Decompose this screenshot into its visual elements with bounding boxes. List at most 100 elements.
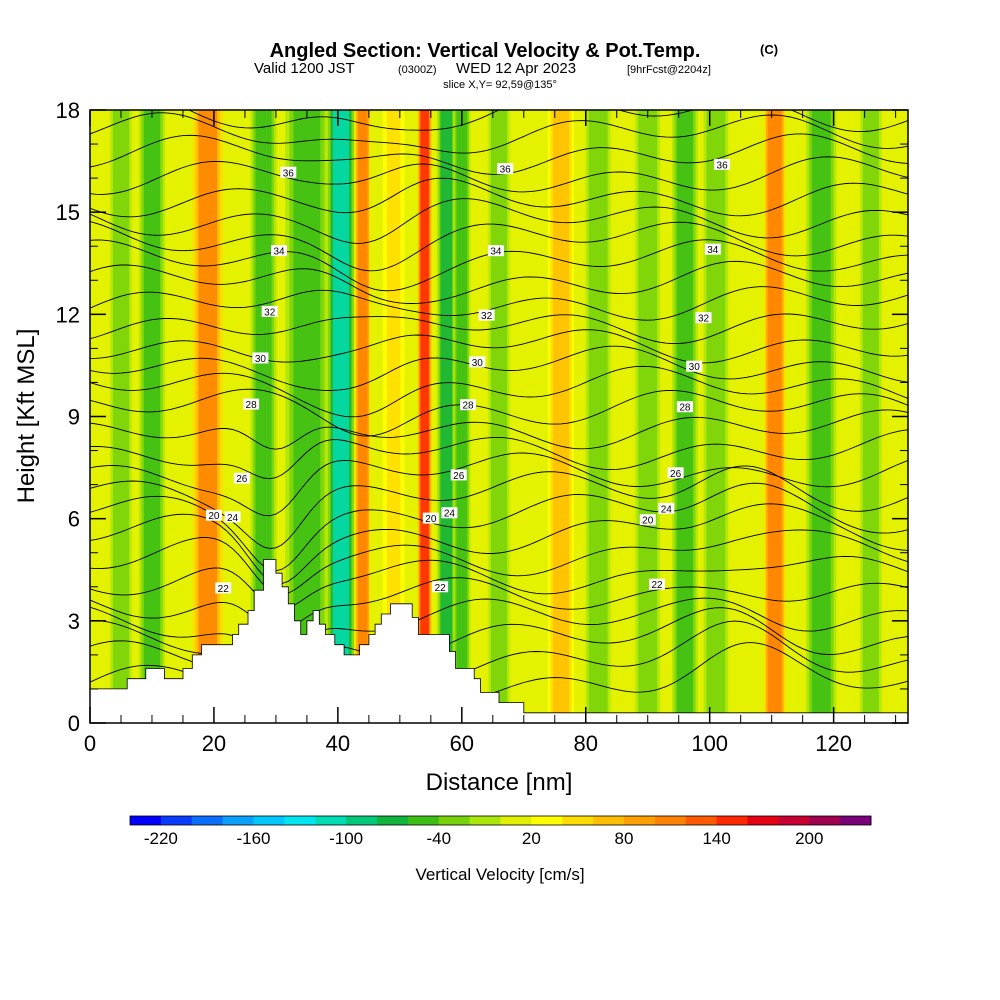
isentrope-label-bg-32-0 [261,305,278,317]
isentrope-line-24 [90,156,908,195]
isentrope-label-34-0: 34 [273,247,285,258]
colorbar-label: Vertical Velocity [cm/s] [415,865,584,884]
isentrope-line-3 [90,597,908,657]
isentrope-label-28-1: 28 [462,401,474,412]
isentrope-label-30-1: 30 [472,358,484,369]
isentrope-line-14 [90,365,908,418]
isentrope-line-16 [90,329,908,364]
isentrope-label-bg-24-0 [224,511,241,523]
velocity-column-7-band-2 [386,110,401,723]
colorbar-frame [129,815,872,826]
isentrope-label-24-1: 24 [444,509,456,520]
colorbar-swatch-21 [778,816,810,825]
velocity-column-16-band-2 [706,110,726,723]
x-tick-label-20: 20 [202,731,226,756]
isentrope-label-36-2: 36 [717,160,729,171]
chart-subtitle-fcst: [9hrFcst@2204z] [627,64,711,76]
isentrope-line-7 [90,503,908,585]
colorbar-swatch-8 [377,816,409,825]
colorbar-swatch-6 [315,816,347,825]
isentrope-label-26-2: 26 [670,469,682,480]
contour-labels: 20 20 20 22 22 22 24 24 24 26 26 26 28 28 28 30 30 30 32 32… [205,158,731,595]
isentrope-line-8 [90,482,908,572]
colorbar-swatch-14 [562,816,594,825]
colorbar-tick--220: -220 [144,829,178,848]
colorbar-swatch-20 [747,816,779,825]
colorbar-swatch-12 [500,816,532,825]
x-tick-label-120: 120 [815,731,852,756]
isentrope-line-4 [90,577,908,632]
isentrope-label-bg-26-2 [667,467,684,479]
x-tick-label-80: 80 [574,731,598,756]
x-tick-label-0: 0 [84,731,96,756]
isentrope-label-bg-36-0 [280,166,297,178]
x-axis: 0 20 40 60 80 100 120 [84,110,897,756]
y-tick-label-0: 0 [68,711,80,736]
isentrope-label-22-2: 22 [651,580,663,591]
isentrope-label-30-0: 30 [255,354,267,365]
colorbar-tick-140: 140 [702,829,730,848]
isentrope-label-22-1: 22 [435,583,447,594]
isentrope-line-6 [90,529,908,595]
isentrope-label-26-1: 26 [453,471,465,482]
isentrope-contours [90,110,908,723]
velocity-column-15-band-2 [676,110,693,723]
isentrope-label-bg-24-2 [658,502,675,514]
colorbar-swatch-17 [654,816,687,825]
colorbar-swatch-11 [469,816,501,825]
isentrope-label-bg-28-2 [676,401,693,413]
y-tick-label-9: 9 [68,405,80,430]
isentrope-label-bg-32-1 [478,309,495,321]
colorbar-tick-200: 200 [795,829,823,848]
isentrope-label-bg-22-1 [432,581,449,593]
colorbar-swatch-13 [531,816,563,825]
isentrope-line-23 [90,177,908,218]
isentrope-label-bg-28-0 [243,398,260,410]
isentrope-label-bg-20-2 [639,514,656,526]
y-axis-label: Height [Kft MSL] [13,329,40,504]
isentrope-label-bg-30-1 [469,356,486,368]
colorbar-swatch-5 [284,816,316,825]
isentrope-label-bg-32-2 [695,312,712,324]
isentrope-line-15 [90,345,908,391]
isentrope-label-32-2: 32 [698,314,710,325]
chart-subtitle-main: Valid 1200 JST [254,60,355,77]
colorbar-swatch-2 [191,816,224,825]
isentrope-label-28-2: 28 [679,403,691,414]
y-tick-label-12: 12 [56,302,80,327]
isentrope-label-20-2: 20 [642,516,654,527]
isentrope-label-bg-22-2 [649,578,666,590]
isentrope-label-20-1: 20 [425,514,437,525]
isentrope-line-21 [90,221,908,272]
terrain-mask [90,559,908,723]
isentrope-label-bg-24-1 [441,507,458,519]
isentrope-label-bg-34-0 [271,245,288,257]
y-tick-label-15: 15 [56,200,80,225]
isentrope-label-bg-34-1 [487,245,504,257]
colorbar-swatch-0 [130,816,162,825]
velocity-column-11-band-2 [490,110,508,723]
x-tick-label-60: 60 [450,731,474,756]
isentrope-label-20-0: 20 [208,511,220,522]
isentrope-label-32-0: 32 [264,307,276,318]
velocity-column-17-band-2 [768,110,782,723]
velocity-column-14-band-2 [638,110,658,723]
colorbar-tick-20: 20 [522,829,541,848]
isentrope-line-11 [90,429,908,480]
isentrope-line-19 [90,260,908,304]
velocity-column-8-band-2 [420,110,429,723]
isentrope-label-bg-30-2 [686,360,703,372]
isentrope-label-bg-34-2 [704,243,721,255]
isentrope-line-10 [90,452,908,517]
velocity-column-0-band-2 [112,110,130,723]
velocity-column-2-band-2 [198,110,218,723]
isentrope-label-bg-26-0 [233,472,250,484]
velocity-column-12-band-2 [552,110,570,723]
colorbar-swatch-16 [624,816,656,825]
isentrope-label-bg-22-0 [215,582,232,594]
isentrope-line-18 [90,286,908,321]
x-axis-label: Distance [nm] [426,769,573,796]
isentrope-label-34-1: 34 [490,247,502,258]
chart-subtitle-slice: slice X,Y= 92,59@135° [443,79,557,91]
colorbar-swatch-10 [438,816,471,825]
